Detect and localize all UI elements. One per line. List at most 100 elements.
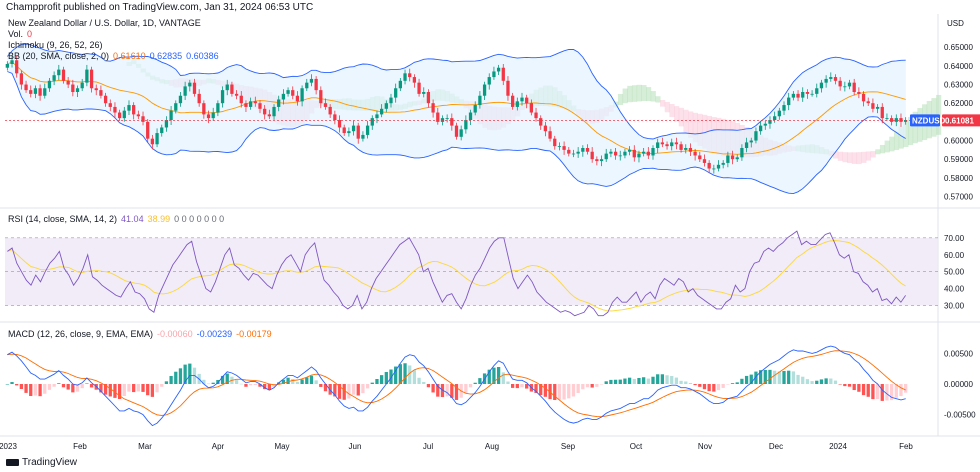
- candle-body: [136, 114, 140, 117]
- candle: [258, 100, 262, 114]
- candle: [295, 91, 300, 106]
- candle: [632, 145, 636, 162]
- macd-hist-bar: [71, 384, 75, 393]
- candle-body: [815, 88, 819, 94]
- candle-body: [623, 151, 627, 156]
- macd-hist-bar: [389, 369, 393, 384]
- candle-body: [688, 148, 693, 152]
- candle: [843, 81, 847, 92]
- symbol-title[interactable]: New Zealand Dollar / U.S. Dollar, 1D, VA…: [8, 18, 201, 28]
- tradingview-brand[interactable]: TradingView: [6, 457, 77, 468]
- macd-hist-bar: [333, 384, 337, 397]
- candle-body: [211, 112, 215, 119]
- macd-hist-bar: [543, 384, 548, 397]
- candle: [426, 89, 431, 108]
- macd-hist-bar: [857, 384, 861, 392]
- macd-hist-bar: [758, 370, 763, 384]
- symbol-tag: [910, 114, 940, 127]
- candle-body: [847, 82, 852, 87]
- candle-body: [220, 90, 225, 104]
- candle-body: [253, 101, 257, 104]
- candle: [117, 109, 122, 121]
- candle: [871, 98, 875, 113]
- candle-body: [160, 127, 164, 134]
- candle: [726, 151, 730, 168]
- candle-body: [571, 153, 576, 155]
- macd-hist-bar: [450, 384, 454, 398]
- ichimoku-row[interactable]: Ichimoku (9, 26, 52, 26): [8, 40, 103, 50]
- candle-body: [604, 153, 608, 160]
- candle-body: [351, 125, 356, 132]
- candle: [52, 71, 56, 86]
- macd-hist-bar: [801, 376, 805, 384]
- macd-hist-bar: [412, 370, 417, 384]
- candle-body: [782, 105, 786, 111]
- candle-body: [693, 151, 697, 156]
- candle: [590, 147, 594, 163]
- macd-hist-bar: [370, 382, 374, 384]
- candle-body: [258, 103, 262, 109]
- candle-body: [548, 131, 552, 139]
- candle-body: [744, 142, 749, 148]
- candle: [408, 68, 412, 82]
- cloud-segment: [617, 93, 624, 106]
- candle: [763, 120, 767, 130]
- candle: [277, 95, 281, 112]
- cloud-segment: [851, 152, 858, 164]
- macd-hist-bar: [833, 380, 838, 384]
- candle-body: [889, 118, 894, 122]
- candle-body: [857, 92, 861, 94]
- volume-row[interactable]: Vol. 0: [8, 29, 223, 40]
- candle: [33, 85, 38, 99]
- publish-text: Champprofit published on TradingView.com…: [6, 2, 314, 13]
- candle: [66, 77, 70, 89]
- rsi-tick: 60.00: [944, 251, 965, 260]
- macd-hist-bar: [670, 376, 674, 384]
- candle: [501, 64, 505, 86]
- candle-body: [314, 78, 318, 91]
- cloud-segment: [683, 109, 689, 133]
- candle-body: [426, 92, 431, 104]
- candle-body: [543, 125, 548, 132]
- bb-lower: 0.60386: [186, 51, 219, 61]
- macd-hist-bar: [871, 384, 875, 400]
- candle: [749, 137, 753, 148]
- macd-hist-bar: [394, 366, 398, 384]
- candle-body: [29, 90, 33, 94]
- macd-legend[interactable]: MACD (12, 26, close, 9, EMA, EMA) -0.0006…: [8, 329, 276, 340]
- candle: [113, 102, 117, 118]
- candle-body: [468, 112, 473, 120]
- rsi-legend[interactable]: RSI (14, close, SMA, 14, 2) 41.04 38.99 0 0…: [8, 214, 228, 225]
- macd-hist-bar: [707, 384, 711, 392]
- macd-hist-bar: [211, 382, 215, 384]
- candle: [155, 128, 159, 148]
- bb-row[interactable]: BB (20, SMA, close, 2, 0) 0.61610 0.62835 0…: [8, 51, 223, 62]
- macd-hist-bar: [768, 369, 772, 384]
- candle-body: [47, 80, 52, 89]
- macd-hist-bar: [234, 380, 239, 384]
- macd-hist-bar: [875, 384, 880, 400]
- candle: [150, 134, 155, 150]
- macd-hist-bar: [47, 384, 52, 390]
- macd-hist-bar: [810, 381, 814, 384]
- candle-body: [515, 101, 519, 107]
- candle-body: [819, 82, 824, 89]
- cloud-segment: [893, 131, 900, 150]
- candle-body: [169, 110, 173, 120]
- candle-body: [323, 103, 328, 107]
- macd-hist-bar: [417, 377, 421, 384]
- candle: [19, 70, 24, 90]
- candle-body: [286, 90, 290, 94]
- macd-hist-bar: [426, 384, 431, 388]
- macd-hist-bar: [688, 382, 693, 384]
- candle: [394, 83, 398, 103]
- candle-body: [716, 164, 721, 169]
- cloud-segment: [842, 152, 848, 163]
- candle: [239, 91, 243, 108]
- candle: [29, 85, 33, 98]
- candle-body: [202, 103, 206, 115]
- macd-hist-bar: [567, 384, 571, 399]
- candle: [183, 81, 187, 101]
- macd-hist-bar: [169, 375, 173, 384]
- macd-hist-bar: [127, 384, 131, 392]
